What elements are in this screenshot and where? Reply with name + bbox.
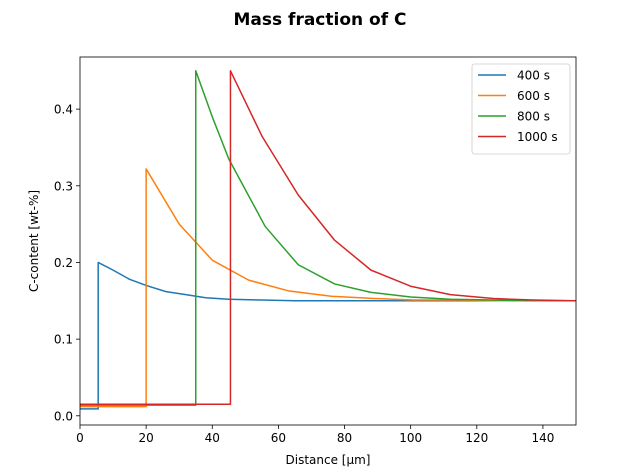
legend-label: 800 s bbox=[517, 110, 550, 124]
x-tick-label: 20 bbox=[138, 431, 153, 445]
legend-label: 400 s bbox=[517, 69, 550, 83]
x-tick-label: 80 bbox=[337, 431, 352, 445]
x-tick-label: 100 bbox=[399, 431, 422, 445]
x-tick-label: 0 bbox=[76, 431, 84, 445]
x-tick-label: 60 bbox=[271, 431, 286, 445]
x-tick-label: 140 bbox=[531, 431, 554, 445]
chart-title: Mass fraction of C bbox=[234, 10, 407, 30]
legend-label: 600 s bbox=[517, 89, 550, 103]
x-axis-label: Distance [µm] bbox=[286, 453, 371, 467]
legend: 400 s 600 s 800 s 1000 s bbox=[471, 63, 571, 155]
y-tick-label: 0.2 bbox=[54, 256, 73, 270]
legend-label: 1000 s bbox=[517, 130, 558, 144]
series-line-2 bbox=[80, 70, 576, 406]
y-tick-label: 0.0 bbox=[54, 409, 73, 423]
x-tick-label: 40 bbox=[205, 431, 220, 445]
y-tick-label: 0.1 bbox=[54, 333, 73, 347]
y-tick-label: 0.4 bbox=[54, 103, 73, 117]
x-tick-label: 120 bbox=[465, 431, 488, 445]
axes-frame bbox=[79, 56, 577, 426]
plot-area: 0 20 40 60 80 100 120 140 0.0 0.1 0.2 0.3 0.4 bbox=[54, 56, 577, 445]
y-axis-label: C-content [wt-%] bbox=[27, 190, 41, 292]
series-line-3 bbox=[80, 70, 576, 406]
y-tick-label: 0.3 bbox=[54, 179, 73, 193]
legend-box bbox=[471, 63, 571, 155]
